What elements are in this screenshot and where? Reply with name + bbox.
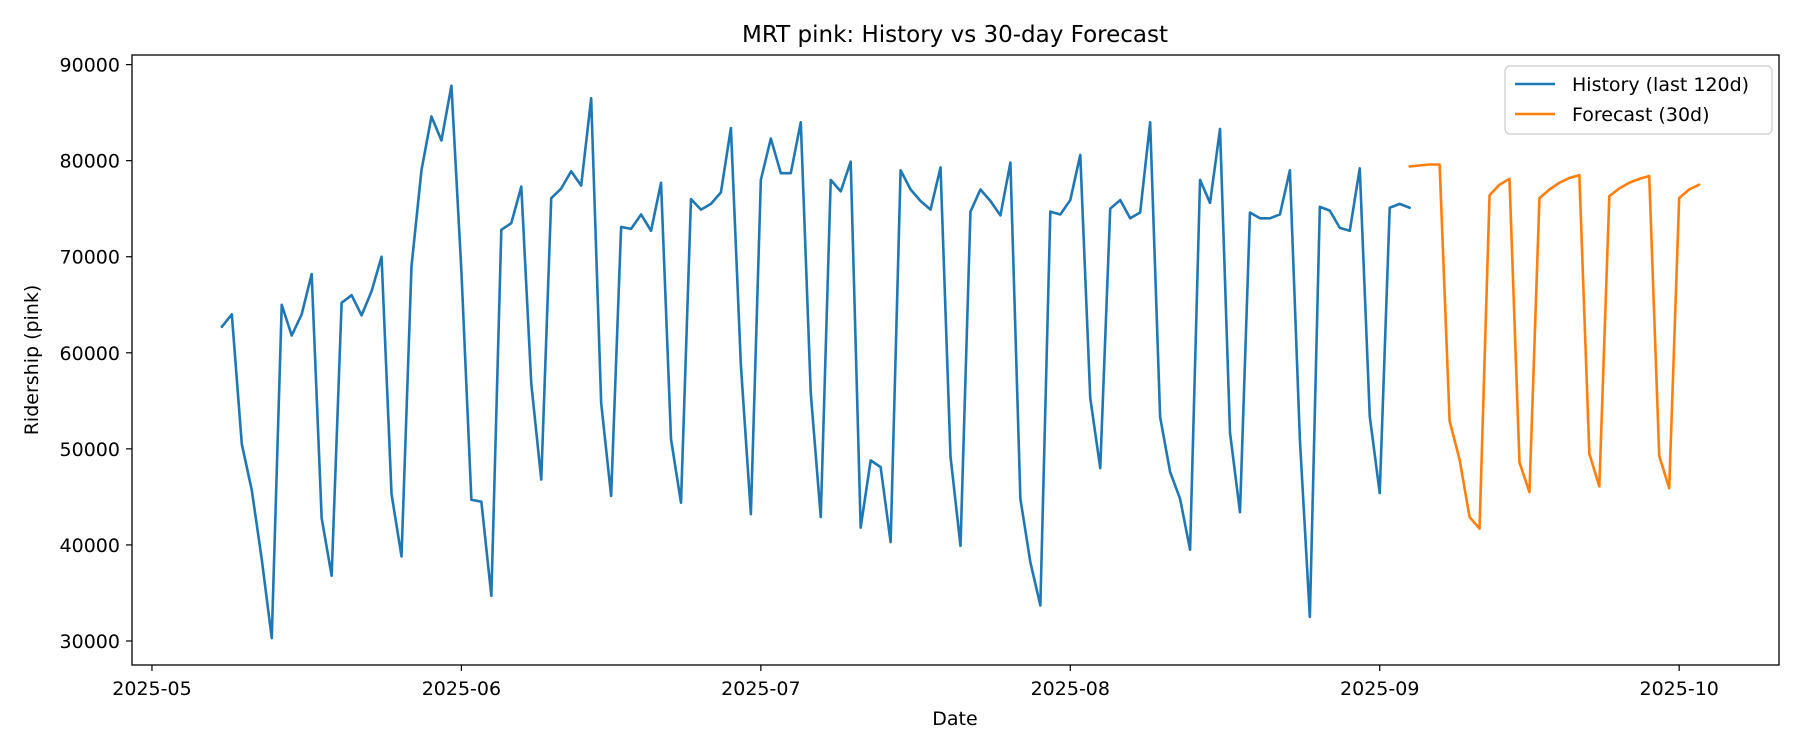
y-tick-label: 40000 xyxy=(60,535,120,557)
forecast-series-line xyxy=(1408,163,1701,530)
y-tick-label: 80000 xyxy=(60,151,120,173)
y-tick-label: 30000 xyxy=(60,631,120,653)
y-axis: 30000 40000 50000 60000 70000 80000 90000 xyxy=(60,55,132,653)
chart-title: MRT pink: History vs 30-day Forecast xyxy=(742,22,1168,48)
y-tick-label: 50000 xyxy=(60,439,120,461)
x-tick-label: 2025-07 xyxy=(721,678,800,700)
x-tick-label: 2025-10 xyxy=(1639,678,1718,700)
plot-frame xyxy=(131,54,1780,666)
y-tick-label: 90000 xyxy=(60,55,120,77)
legend-label-forecast: Forecast (30d) xyxy=(1572,104,1710,126)
x-tick-label: 2025-06 xyxy=(422,678,501,700)
x-tick-label: 2025-09 xyxy=(1340,678,1419,700)
y-tick-label: 70000 xyxy=(60,247,120,269)
y-axis-label: Ridership (pink) xyxy=(21,285,43,436)
x-tick-label: 2025-08 xyxy=(1031,678,1110,700)
y-tick-label: 60000 xyxy=(60,343,120,365)
legend-box xyxy=(1504,65,1773,135)
legend-label-history: History (last 120d) xyxy=(1572,74,1749,96)
x-axis: 2025-05 2025-06 2025-07 2025-08 2025-09 2025-… xyxy=(112,665,1719,700)
history-series-line xyxy=(220,84,1411,640)
legend: History (last 120d) Forecast (30d) xyxy=(1504,65,1773,135)
series-layer xyxy=(220,84,1701,640)
x-axis-label: Date xyxy=(932,708,977,730)
x-tick-label: 2025-05 xyxy=(112,678,191,700)
